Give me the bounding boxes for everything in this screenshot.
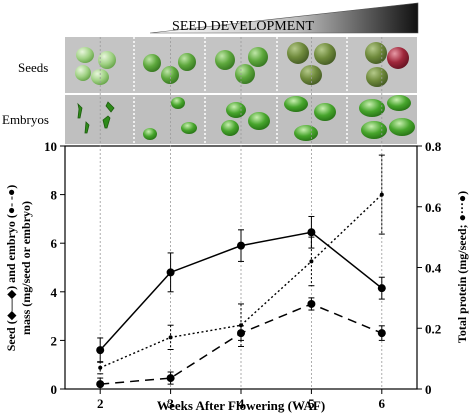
left-tick-label-4: 4 (51, 285, 58, 300)
x-tick-label-2: 2 (97, 396, 104, 411)
x-tick-label-4: 4 (238, 396, 245, 411)
left-tick-label-6: 6 (51, 236, 58, 251)
x-tick-label-6: 6 (379, 396, 386, 411)
series-layer (96, 154, 386, 390)
point-dashed-6 (377, 329, 386, 338)
x-axis: 2 3 4 5 6 (97, 389, 386, 411)
chart: 0 2 4 6 8 10 0 0.2 0.4 0.6 0.8 2 3 4 5 6 Weeks After … (4, 37, 469, 413)
right-tick-label-0.4: 0.4 (425, 261, 442, 276)
point-dotted-4 (239, 323, 243, 328)
point-dotted-2 (98, 365, 103, 370)
point-solid-5 (307, 228, 316, 237)
right-axis: 0 0.2 0.4 0.6 0.8 (417, 139, 442, 397)
left-tick-label-10: 10 (44, 139, 57, 154)
series-dashed (96, 297, 386, 390)
x-tick-label-5: 5 (308, 396, 315, 411)
embryo-photo-week2 (77, 101, 115, 134)
point-solid-3 (166, 268, 175, 277)
x-axis-label: Weeks After Flowering (WAF) (157, 398, 325, 413)
left-tick-label-0: 0 (51, 382, 58, 397)
point-solid-4 (237, 241, 245, 250)
left-axis-label-line2: mass (mg/seed or embryo) (19, 201, 33, 335)
seed-photo-week6 (365, 42, 409, 87)
panel-dividers (133, 37, 348, 144)
point-dotted-3 (168, 335, 173, 340)
series-solid (96, 215, 386, 363)
x-tick-label-3: 3 (167, 396, 174, 411)
left-tick-label-2: 2 (51, 333, 58, 348)
right-tick-label-0.6: 0.6 (425, 200, 442, 215)
point-dashed-2 (96, 380, 105, 389)
development-wedge (149, 2, 419, 34)
embryo-photo-week3 (143, 97, 197, 140)
seed-photo-week4 (215, 47, 268, 84)
right-tick-label-0.2: 0.2 (425, 321, 441, 336)
embryo-photo-week6 (359, 95, 415, 139)
point-dashed-3 (166, 374, 175, 383)
embryo-photo-week5 (284, 96, 336, 141)
series-line-dotted (99, 194, 383, 369)
left-axis: 0 2 4 6 8 10 (44, 139, 65, 397)
point-dashed-5 (307, 299, 316, 308)
point-dotted-5 (309, 259, 314, 264)
seeds-row-label: Seeds (18, 60, 48, 75)
right-tick-label-0.8: 0.8 (425, 139, 442, 154)
header: SEED DEVELOPMENT Seeds Embryos (2, 2, 419, 127)
series-dotted (97, 154, 385, 375)
right-axis-label: Total protein (mg/seed; ●···●) (455, 191, 469, 343)
left-tick-label-8: 8 (51, 188, 58, 203)
point-solid-2 (96, 346, 105, 355)
header-title: SEED DEVELOPMENT (172, 19, 314, 34)
seed-photo-week3 (143, 53, 196, 84)
seed-photo-week2 (75, 47, 116, 85)
left-axis-label-line1: Seed (◆—◆) and embryo (●- -●) (4, 185, 18, 352)
point-dotted-6 (379, 192, 384, 197)
embryos-row-label: Embryos (2, 112, 49, 127)
point-solid-6 (377, 284, 386, 293)
right-tick-label-0: 0 (425, 382, 432, 397)
